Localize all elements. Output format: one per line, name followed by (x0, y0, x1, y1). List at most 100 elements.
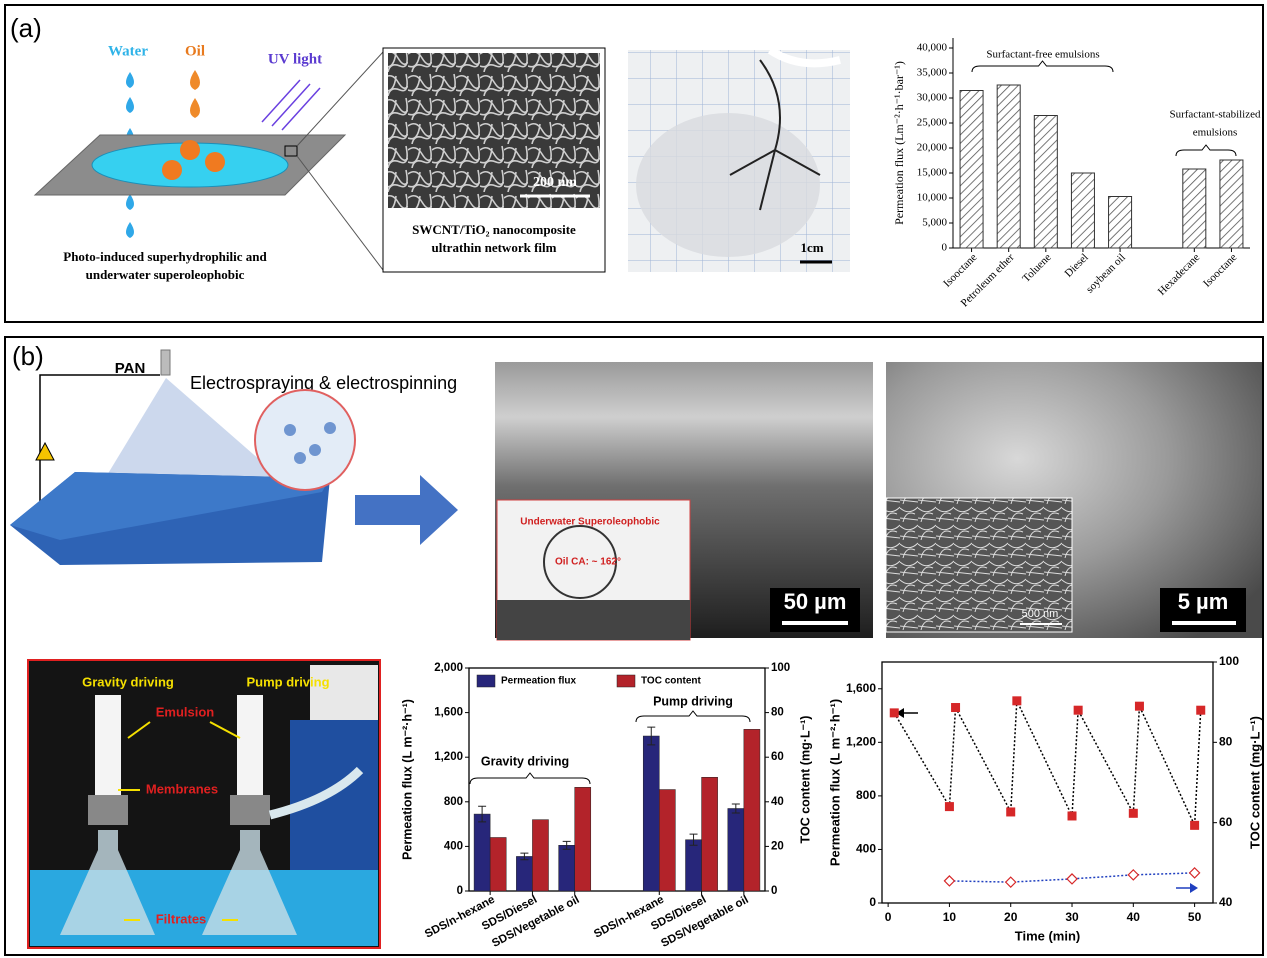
marker (944, 876, 954, 886)
y2-tick-label: 60 (1219, 815, 1233, 829)
plot-frame (882, 662, 1213, 903)
bar (1034, 116, 1057, 249)
y-axis-label: Permeation flux (L m⁻²·h⁻¹) (827, 699, 842, 866)
x-tick-label: soybean oil (1084, 251, 1128, 295)
y2-tick-label: 80 (1219, 735, 1233, 749)
marker (890, 708, 899, 717)
caption: underwater superoleophobic (86, 267, 245, 282)
bar (728, 808, 744, 891)
bar (490, 837, 506, 891)
marker (1006, 807, 1015, 816)
y-tick-label: 400 (444, 840, 463, 852)
x-tick-label: 0 (885, 910, 892, 924)
annotation: Surfactant-stabilized (1169, 109, 1261, 121)
bar (1109, 197, 1132, 249)
bar (702, 777, 718, 891)
y-tick-label: 0 (942, 242, 948, 254)
chart: 05,00010,00015,00020,00025,00030,00035,0… (892, 38, 1261, 309)
x-tick-label: 40 (1127, 910, 1141, 924)
y-tick-label: 0 (869, 895, 876, 909)
process-label: Electrospraying & electrospinning (190, 373, 457, 393)
y-axis-label: Permeation flux (Lm⁻²·h⁻¹·bar⁻¹) (892, 61, 906, 225)
scale-label: 5 µm (1178, 589, 1229, 614)
bracket (1176, 145, 1236, 156)
bar (1220, 160, 1243, 248)
legend-swatch (617, 675, 635, 687)
marker (1190, 868, 1200, 878)
y2-axis-label: TOC content (mg·L⁻¹) (1247, 716, 1262, 849)
y2-tick-label: 80 (771, 707, 784, 719)
annotation: Surfactant-free emulsions (986, 49, 1099, 61)
annotation: Pump driving (653, 694, 733, 708)
y2-tick-label: 40 (771, 796, 784, 808)
y-tick-label: 800 (856, 788, 876, 802)
y-tick-label: 25,000 (917, 117, 948, 129)
y2-tick-label: 20 (771, 840, 784, 852)
bar (516, 856, 532, 891)
legend-label: Permeation flux (501, 676, 576, 687)
bar (1183, 169, 1206, 248)
x-tick-label: Isooctane (1201, 251, 1239, 289)
y-axis-label: Permeation flux (L m⁻²·h⁻¹) (400, 699, 414, 860)
photo-label: Gravity driving (82, 674, 174, 689)
marker (1074, 706, 1083, 715)
y-tick-label: 1,200 (846, 735, 876, 749)
inset-title: Underwater Superoleophobic (520, 517, 660, 528)
bar (1071, 173, 1094, 248)
axis-arrow (896, 708, 1198, 893)
bracket (972, 61, 1113, 72)
data-line (894, 701, 1200, 826)
photo-label: Pump driving (246, 674, 329, 689)
bracket (470, 773, 590, 784)
y-tick-label: 1,200 (434, 751, 463, 763)
y-tick-label: 1,600 (846, 681, 876, 695)
bar (474, 814, 490, 891)
bracket (636, 711, 750, 722)
scale-label: 50 µm (784, 589, 847, 614)
bar (997, 85, 1020, 248)
marker (1068, 811, 1077, 820)
marker (1129, 809, 1138, 818)
bar (686, 840, 702, 891)
marker (1067, 874, 1077, 884)
x-tick-label: 20 (1004, 910, 1018, 924)
x-tick-label: 10 (943, 910, 957, 924)
annotation: Gravity driving (481, 754, 569, 768)
y2-tick-label: 100 (771, 662, 790, 674)
x-tick-label: 30 (1065, 910, 1079, 924)
oil-label: Oil (185, 43, 205, 59)
water-label: Water (108, 43, 148, 59)
y-tick-label: 40,000 (917, 42, 948, 54)
y2-tick-label: 60 (771, 751, 784, 763)
y2-tick-label: 100 (1219, 654, 1239, 668)
photo-label: Filtrates (156, 911, 207, 926)
film-caption: SWCNT/TiO₂ nanocomposite (412, 222, 576, 237)
marker (1190, 821, 1199, 830)
bar (643, 736, 659, 891)
y-tick-label: 800 (444, 796, 463, 808)
bar (744, 729, 760, 891)
marker (1196, 706, 1205, 715)
x-tick-label: Hexadecane (1156, 251, 1203, 298)
y-tick-label: 400 (856, 842, 876, 856)
x-tick-label: 50 (1188, 910, 1202, 924)
scale-label: 200 nm (533, 175, 577, 190)
y2-tick-label: 0 (771, 885, 777, 897)
marker (1135, 702, 1144, 711)
annotation: emulsions (1193, 127, 1238, 139)
marker (951, 703, 960, 712)
marker (1012, 696, 1021, 705)
figure: (a) Water Oil UV light Photo-induced sup… (0, 0, 1267, 958)
bar (659, 790, 675, 891)
y-tick-label: 20,000 (917, 142, 948, 154)
bar (575, 787, 591, 891)
film-photo (628, 50, 850, 272)
caption: Photo-induced superhydrophilic and (63, 249, 267, 264)
bar (559, 845, 575, 891)
x-tick-label: SDS/n-hexane (592, 894, 666, 941)
chart: 04008001,2001,6002,000020406080100Permea… (400, 662, 812, 950)
x-tick-label: Isooctane (941, 251, 979, 289)
schematic (35, 52, 383, 270)
x-tick-label: Toluene (1020, 251, 1054, 285)
